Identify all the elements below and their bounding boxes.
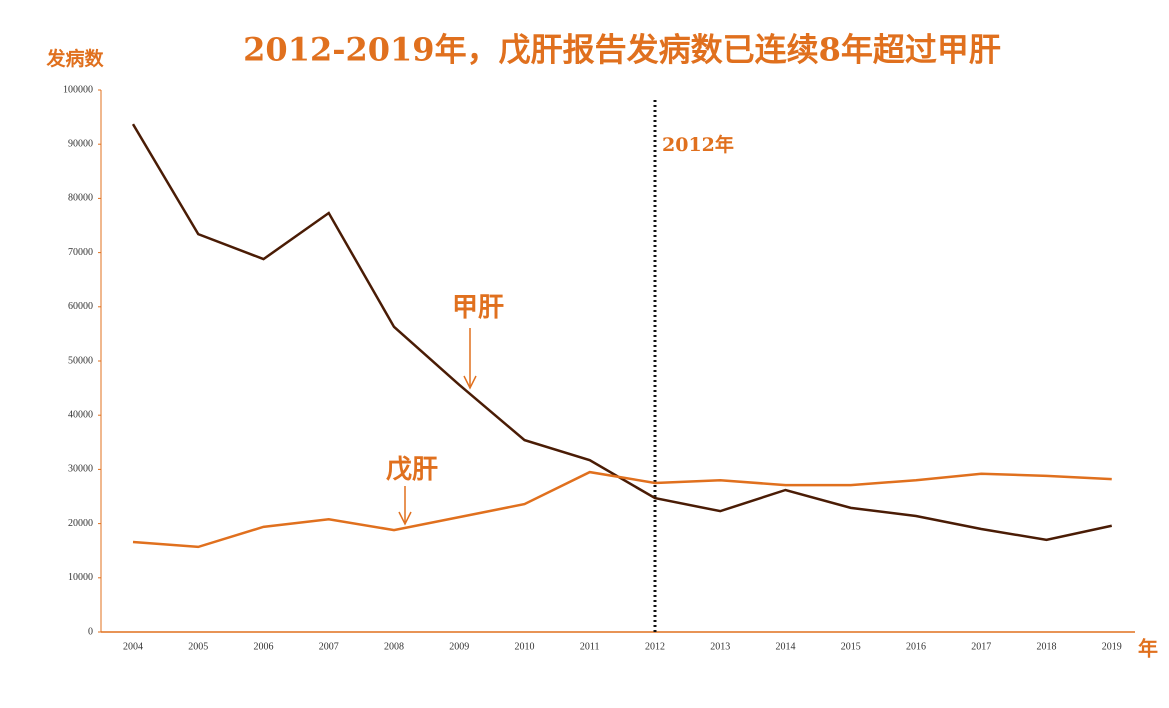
x-axis-label: 年 [1138, 637, 1158, 661]
x-tick-label: 2010 [515, 641, 535, 652]
y-tick-label: 90000 [68, 138, 93, 149]
x-tick-label: 2007 [319, 641, 339, 652]
y-tick-label: 60000 [68, 301, 93, 312]
y-tick-label: 100000 [63, 84, 93, 95]
y-tick-label: 80000 [68, 193, 93, 204]
y-tick-label: 0 [88, 626, 93, 637]
annotation-arrow-head [398, 511, 412, 526]
y-tick-label: 40000 [68, 409, 93, 420]
x-tick-label: 2004 [123, 641, 143, 652]
series-annotation: 戊肝 [386, 455, 438, 485]
annotation-arrow-head [463, 375, 477, 390]
x-tick-label: 2009 [449, 641, 469, 652]
x-tick-label: 2016 [906, 641, 926, 652]
x-tick-label: 2008 [384, 641, 404, 652]
x-tick-label: 2012 [645, 641, 665, 652]
series-line [132, 470, 1112, 549]
chart-title: 2012-2019年，戊肝报告发病数已连续8年超过甲肝 [243, 31, 1001, 69]
x-tick-label: 2018 [1037, 641, 1057, 652]
x-tick-label: 2019 [1102, 641, 1122, 652]
x-tick-label: 2005 [188, 641, 208, 652]
x-tick-label: 2014 [776, 641, 796, 652]
y-axis-label: 发病数 [45, 47, 104, 70]
series-annotation: 甲肝 [452, 293, 504, 323]
x-tick-label: 2013 [710, 641, 730, 652]
x-tick-label: 2015 [841, 641, 861, 652]
y-tick-label: 50000 [68, 355, 93, 366]
x-tick-label: 2006 [254, 641, 274, 652]
series-line [131, 123, 1113, 542]
x-tick-label: 2017 [971, 641, 991, 652]
y-tick-label: 20000 [68, 518, 93, 529]
x-tick-label: 2011 [580, 641, 600, 652]
y-tick-label: 70000 [68, 247, 93, 258]
y-tick-label: 10000 [68, 572, 93, 583]
reference-label: 2012年 [662, 133, 734, 156]
y-tick-label: 30000 [68, 464, 93, 475]
